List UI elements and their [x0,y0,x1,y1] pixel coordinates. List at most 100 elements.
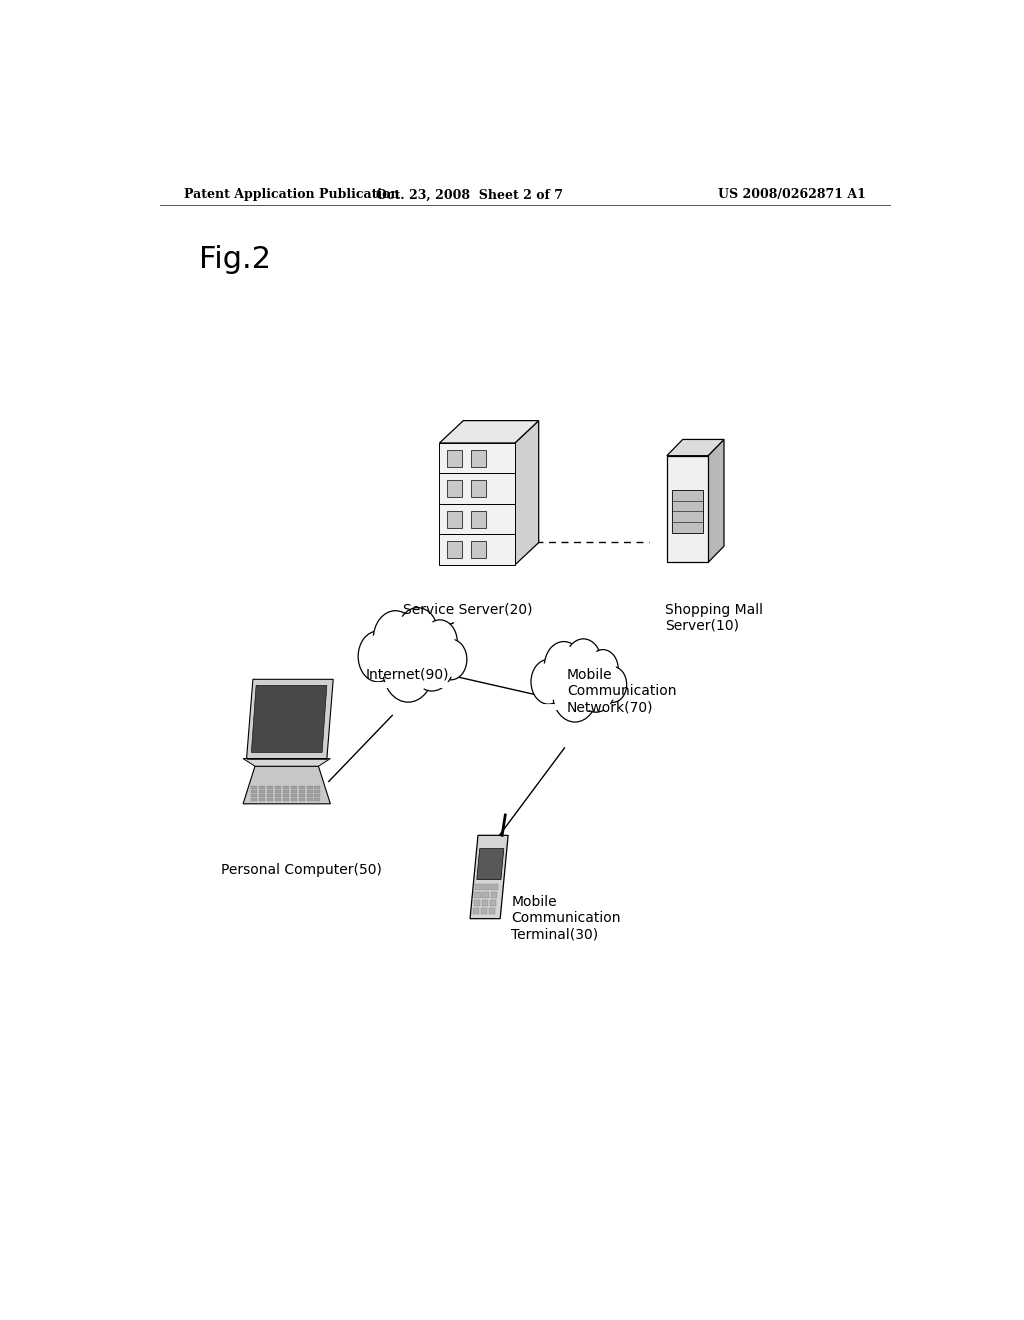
Circle shape [553,665,597,722]
Bar [447,480,462,498]
Bar [267,797,272,801]
Polygon shape [709,440,724,562]
Bar [306,797,312,801]
Text: Fig.2: Fig.2 [200,244,271,273]
Bar [314,785,321,788]
Text: Shopping Mall
Server(10): Shopping Mall Server(10) [666,602,763,632]
Bar [259,789,265,792]
Text: Internet(90): Internet(90) [367,668,450,681]
Bar [267,785,272,788]
Bar [314,789,321,792]
Bar [251,793,257,797]
Polygon shape [439,444,515,474]
Bar [306,789,312,792]
Circle shape [577,663,615,713]
Bar [274,793,281,797]
Bar [447,511,462,528]
Bar [481,900,488,906]
Polygon shape [243,766,331,804]
Bar [471,450,485,467]
Bar [251,789,257,792]
Circle shape [373,611,418,668]
Bar [267,789,272,792]
Bar [475,884,481,890]
Text: Oct. 23, 2008  Sheet 2 of 7: Oct. 23, 2008 Sheet 2 of 7 [376,189,563,202]
Bar [259,793,265,797]
Circle shape [361,635,395,678]
Text: Personal Computer(50): Personal Computer(50) [221,863,382,876]
Circle shape [423,620,458,664]
Text: US 2008/0262871 A1: US 2008/0262871 A1 [718,189,866,202]
Bar [251,785,257,788]
Bar [291,789,297,792]
Polygon shape [247,680,333,759]
Bar [483,884,489,890]
Bar [473,908,479,913]
Polygon shape [439,535,515,565]
Bar [299,789,304,792]
Circle shape [410,634,455,690]
Circle shape [590,652,616,686]
Circle shape [588,649,618,689]
Bar [274,797,281,801]
Polygon shape [470,836,508,919]
Bar [274,789,281,792]
Circle shape [545,642,584,692]
Bar [474,900,480,906]
Polygon shape [439,504,515,535]
Bar [283,789,289,792]
Bar [299,793,304,797]
Text: Mobile
Communication
Network(70): Mobile Communication Network(70) [567,668,677,714]
Circle shape [377,615,415,664]
Bar [306,793,312,797]
Circle shape [383,638,433,702]
Polygon shape [477,849,504,879]
Bar [299,797,304,801]
Bar [314,793,321,797]
Circle shape [601,669,625,700]
Bar [474,892,481,898]
Bar [314,797,321,801]
Bar [299,785,304,788]
Circle shape [425,623,455,661]
Circle shape [435,639,467,680]
Bar [267,793,272,797]
Bar [490,892,497,898]
Bar [672,490,703,532]
Bar [259,785,265,788]
Bar [291,797,297,801]
Polygon shape [243,759,331,766]
Circle shape [413,639,451,686]
Polygon shape [251,685,327,752]
Circle shape [547,645,581,688]
Text: Mobile
Communication
Terminal(30): Mobile Communication Terminal(30) [511,895,621,941]
Circle shape [534,663,563,701]
Polygon shape [439,474,515,504]
Polygon shape [667,440,724,455]
Circle shape [358,631,398,682]
Bar [481,908,487,913]
Polygon shape [536,705,624,710]
Bar [306,785,312,788]
Bar [291,793,297,797]
Polygon shape [515,421,539,565]
Bar [447,541,462,558]
Bar [283,797,289,801]
Bar [283,785,289,788]
Bar [259,797,265,801]
Bar [447,450,462,467]
Circle shape [386,642,430,697]
Circle shape [400,611,435,656]
Circle shape [565,639,601,685]
Circle shape [580,665,612,709]
Polygon shape [439,421,539,444]
Circle shape [556,669,594,718]
Circle shape [397,607,438,660]
Bar [274,785,281,788]
Polygon shape [667,455,709,562]
Bar [489,908,496,913]
Polygon shape [364,682,464,688]
Circle shape [437,643,465,677]
Circle shape [531,660,566,704]
Bar [489,900,497,906]
